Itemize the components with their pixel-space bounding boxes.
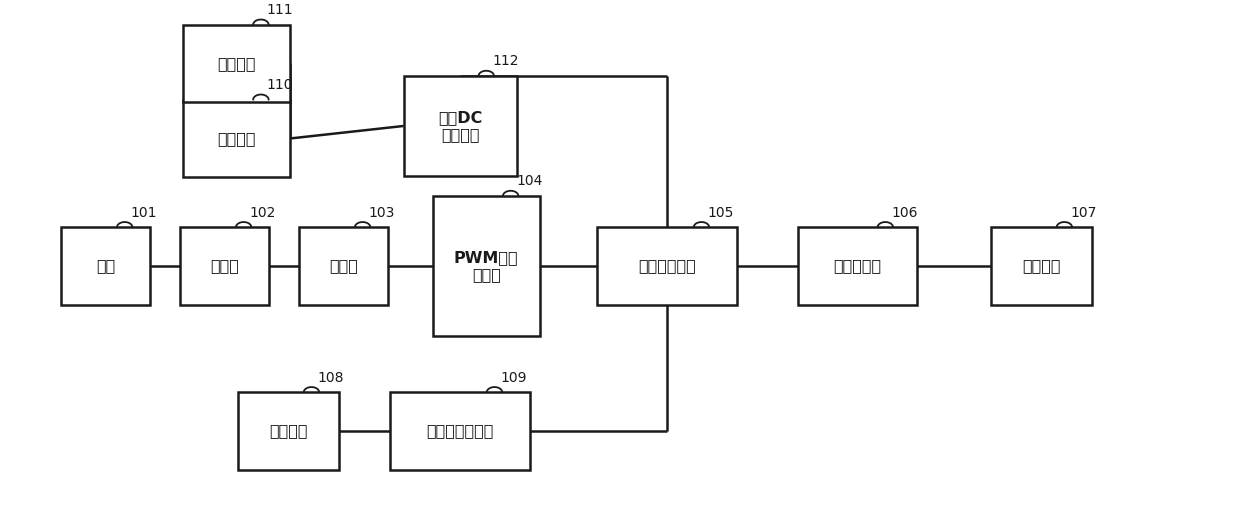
Text: 双向DC
充电装置: 双向DC 充电装置 — [437, 110, 482, 142]
Text: 106: 106 — [891, 205, 918, 220]
Text: 102: 102 — [249, 205, 276, 220]
Text: PWM单相
整流器: PWM单相 整流器 — [453, 250, 519, 282]
Text: 牵引逆变器: 牵引逆变器 — [834, 259, 881, 273]
FancyBboxPatch shape — [597, 227, 737, 305]
FancyBboxPatch shape — [238, 392, 339, 470]
Text: 104: 104 — [517, 174, 543, 188]
Text: 牵引电机: 牵引电机 — [1022, 259, 1061, 273]
FancyBboxPatch shape — [991, 227, 1093, 305]
FancyBboxPatch shape — [299, 227, 388, 305]
Text: 中间直流环节: 中间直流环节 — [638, 259, 696, 273]
Text: 108: 108 — [317, 371, 344, 385]
FancyBboxPatch shape — [180, 227, 269, 305]
Text: 110: 110 — [266, 78, 294, 92]
FancyBboxPatch shape — [183, 24, 290, 102]
FancyBboxPatch shape — [390, 392, 530, 470]
FancyBboxPatch shape — [61, 227, 150, 305]
Text: 辅助系统: 辅助系统 — [217, 56, 255, 71]
Text: 动力电池: 动力电池 — [217, 131, 255, 146]
FancyBboxPatch shape — [183, 99, 290, 177]
FancyBboxPatch shape — [798, 227, 917, 305]
Text: 109: 109 — [501, 371, 527, 385]
FancyBboxPatch shape — [404, 76, 517, 176]
FancyBboxPatch shape — [432, 196, 540, 336]
Text: 103: 103 — [368, 205, 395, 220]
Text: 111: 111 — [266, 3, 294, 17]
Text: 101: 101 — [130, 205, 157, 220]
Text: 105: 105 — [707, 205, 733, 220]
Text: 107: 107 — [1070, 205, 1097, 220]
Text: 柴发机组: 柴发机组 — [270, 423, 309, 438]
Text: 三相不控整流器: 三相不控整流器 — [426, 423, 494, 438]
Text: 电网: 电网 — [97, 259, 115, 273]
Text: 受电弓: 受电弓 — [211, 259, 239, 273]
Text: 112: 112 — [492, 54, 519, 68]
Text: 变压器: 变压器 — [330, 259, 358, 273]
